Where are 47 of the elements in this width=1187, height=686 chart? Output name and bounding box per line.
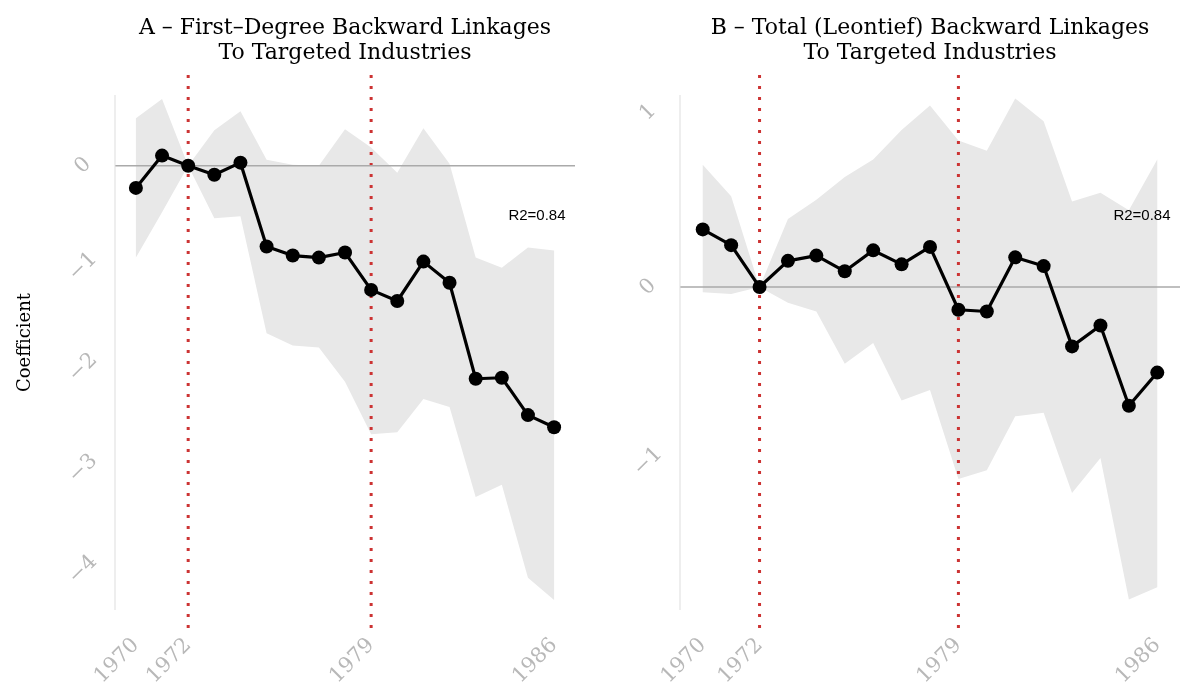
point xyxy=(780,253,795,268)
annotation: R2=0.84 xyxy=(1113,205,1171,223)
y-tick-label: −1 xyxy=(627,441,667,480)
point xyxy=(364,282,379,297)
point xyxy=(1150,365,1165,380)
point xyxy=(285,248,300,263)
y-tick-label: −1 xyxy=(62,246,102,286)
y-tick-label: −4 xyxy=(62,549,102,588)
point xyxy=(311,250,326,265)
point xyxy=(1036,259,1051,274)
y-tick-label: 0 xyxy=(68,151,96,178)
point xyxy=(259,239,274,254)
point xyxy=(390,294,405,308)
point xyxy=(1093,318,1108,333)
chart-title: A – First–Degree Backward Linkages To Targeted Industries xyxy=(137,14,552,64)
point xyxy=(181,158,196,173)
point xyxy=(416,254,431,269)
point xyxy=(752,280,767,295)
point xyxy=(866,243,881,258)
point xyxy=(1065,339,1080,354)
point xyxy=(1008,250,1023,265)
y-tick-label: −2 xyxy=(62,347,102,387)
point xyxy=(547,420,562,435)
point xyxy=(128,180,143,195)
point xyxy=(155,148,170,163)
point xyxy=(951,302,966,317)
point xyxy=(1121,398,1136,413)
annotation: R2=0.84 xyxy=(508,205,566,223)
y-axis-title: Coefficient xyxy=(13,292,34,393)
point xyxy=(207,167,222,182)
point xyxy=(520,408,535,423)
point xyxy=(695,222,710,237)
y-tick-label: −3 xyxy=(62,448,102,487)
point xyxy=(494,370,509,385)
point xyxy=(809,248,824,263)
point xyxy=(894,257,909,272)
point xyxy=(468,371,483,386)
point xyxy=(724,238,739,253)
point xyxy=(979,304,994,319)
chart-title: B – Total (Leontief) Backward Linkages To Targeted Industries xyxy=(710,14,1150,64)
y-tick-label: 1 xyxy=(633,98,661,125)
point xyxy=(923,239,937,254)
y-tick-label: 0 xyxy=(633,272,661,300)
point xyxy=(233,155,248,170)
point xyxy=(338,245,352,260)
point xyxy=(442,275,457,290)
point xyxy=(837,264,852,279)
